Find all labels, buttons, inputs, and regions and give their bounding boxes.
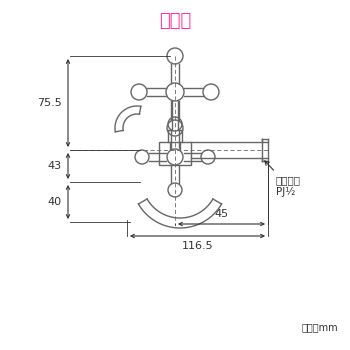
Text: 43: 43: [48, 161, 62, 171]
Text: 40: 40: [48, 197, 62, 207]
Text: 取付ネジ
PJ½: 取付ネジ PJ½: [265, 161, 301, 197]
Text: 75.5: 75.5: [37, 98, 62, 108]
Text: 単位：mm: 単位：mm: [301, 322, 338, 332]
Text: 寸法図: 寸法図: [159, 12, 191, 30]
Text: 45: 45: [215, 209, 229, 219]
Text: 116.5: 116.5: [182, 241, 213, 251]
